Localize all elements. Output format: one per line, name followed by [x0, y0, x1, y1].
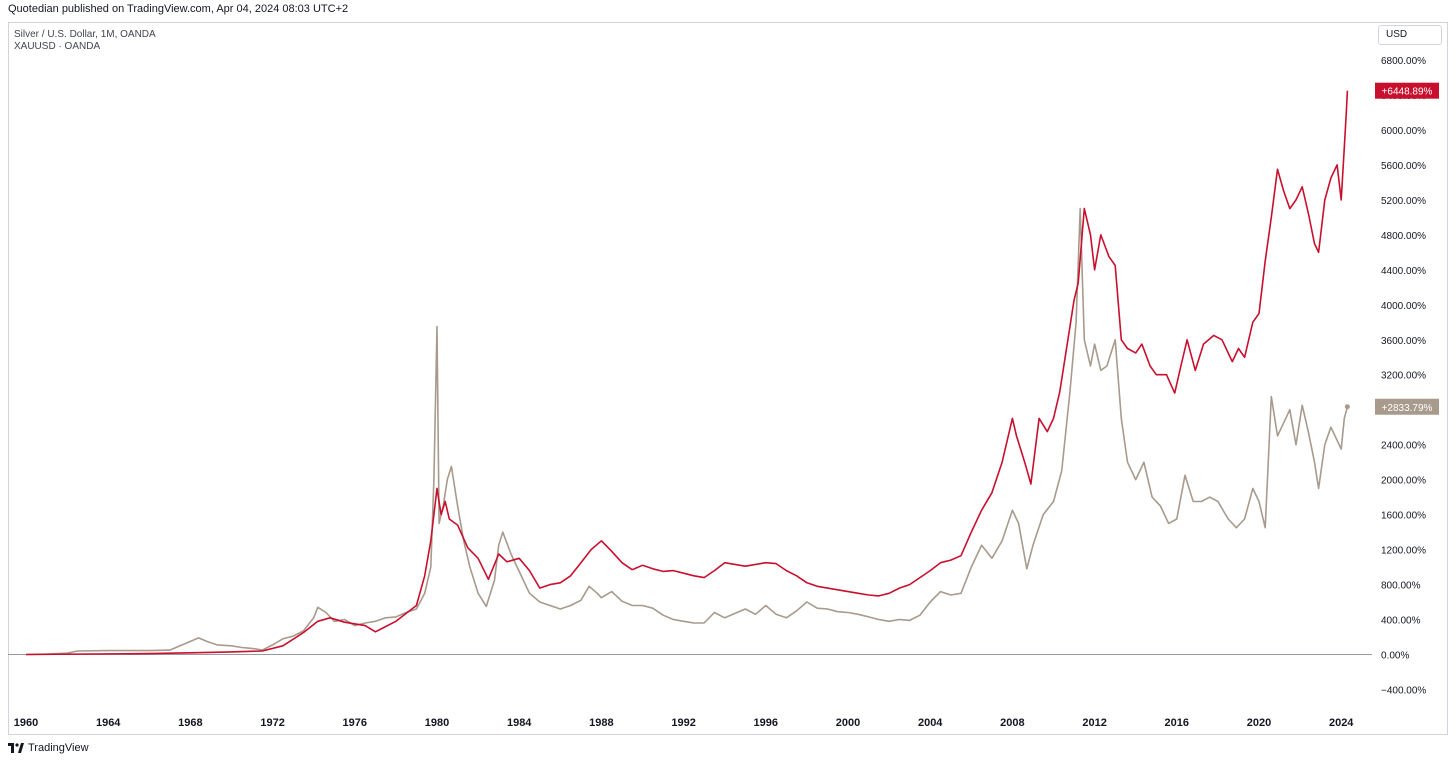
tradingview-logo-icon: [8, 743, 24, 753]
legend-series-gold[interactable]: XAUUSD · OANDA: [14, 41, 101, 52]
tradingview-footer[interactable]: TradingView: [8, 742, 89, 754]
chart-frame: [8, 22, 1448, 735]
legend-series-silver[interactable]: Silver / U.S. Dollar, 1M, OANDA: [14, 29, 156, 40]
footer-brand: TradingView: [28, 742, 89, 754]
currency-button[interactable]: USD: [1378, 25, 1442, 45]
chart-legend: Silver / U.S. Dollar, 1M, OANDA XAUUSD ·…: [14, 29, 156, 53]
published-caption: Quotedian published on TradingView.com, …: [8, 3, 349, 15]
